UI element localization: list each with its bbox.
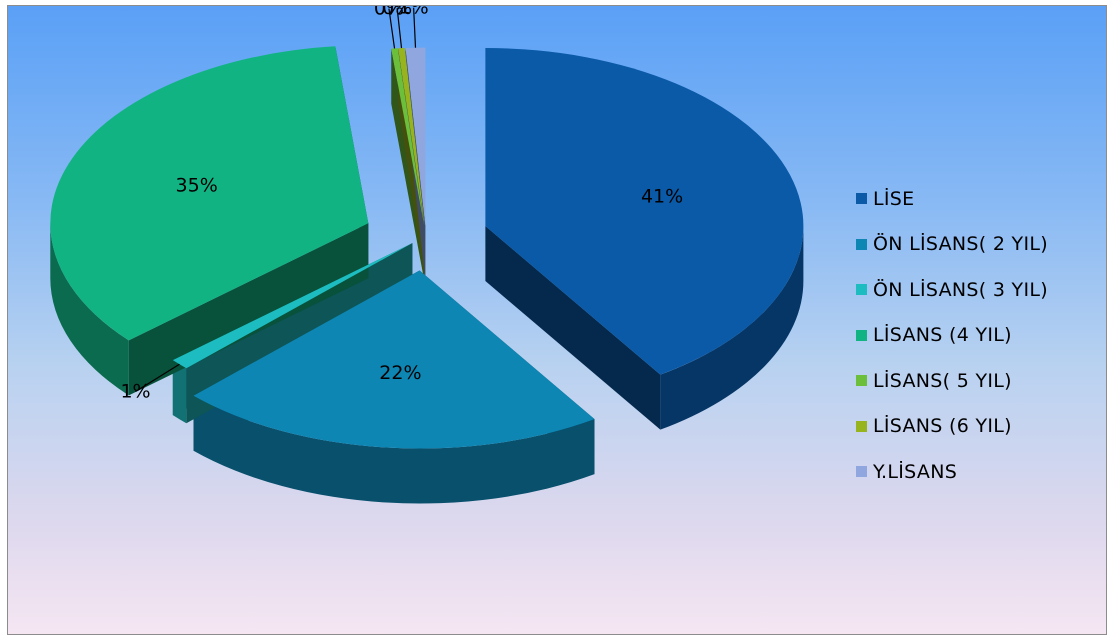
legend-swatch-5	[856, 420, 867, 432]
legend-item-4: LİSANS( 5 YIL)	[856, 358, 1048, 404]
pie-chart: 41%22%1%35%0%0%1%	[50, 6, 804, 504]
legend-label-3: LİSANS (4 YIL)	[873, 324, 1012, 347]
legend-label-0: LİSE	[873, 187, 915, 210]
pie-slice-top-6	[405, 47, 426, 226]
leader-line-4	[388, 8, 396, 49]
legend-label-1: ÖN LİSANS( 2 YIL)	[873, 233, 1048, 256]
pie-slice-top-2	[172, 243, 413, 369]
legend-item-1: ÖN LİSANS( 2 YIL)	[856, 222, 1048, 268]
pie-slice-top-1	[193, 270, 595, 449]
legend-swatch-2	[856, 284, 867, 296]
pie-slice-top-4	[391, 48, 425, 226]
leader-line-2	[135, 363, 180, 393]
legend-label-4: LİSANS( 5 YIL)	[873, 369, 1012, 392]
data-label-3: 35%	[176, 175, 218, 197]
data-label-4: 0%	[374, 6, 404, 20]
data-label-2: 1%	[120, 381, 150, 403]
data-label-1: 22%	[379, 362, 421, 384]
legend-item-6: Y.LİSANS	[856, 449, 1048, 495]
legend-label-6: Y.LİSANS	[873, 460, 958, 483]
legend-label-2: ÖN LİSANS( 3 YIL)	[873, 278, 1048, 301]
chart-area: 41% 22% 1% 35% 0% 0% 1% LİSE ÖN LİSANS( 2 YIL) Ö…	[7, 5, 1107, 635]
legend-label-5: LİSANS (6 YIL)	[873, 415, 1012, 438]
legend-item-0: LİSE	[856, 176, 1048, 222]
pie-slice-top-3	[50, 46, 369, 341]
leader-line-5	[396, 8, 403, 49]
legend-item-3: LİSANS (4 YIL)	[856, 313, 1048, 359]
legend-swatch-6	[856, 466, 867, 478]
pie-slice-top-0	[485, 48, 804, 375]
data-label-5: 0%	[382, 6, 412, 19]
data-label-6: 1%	[399, 6, 429, 19]
legend-swatch-3	[856, 329, 867, 341]
legend-swatch-4	[856, 375, 867, 387]
pie-slice-top-5	[398, 47, 425, 226]
legend: LİSE ÖN LİSANS( 2 YIL) ÖN LİSANS( 3 YIL) Lİ…	[856, 176, 1048, 495]
pie-slice-0	[485, 226, 804, 430]
legend-swatch-1	[856, 238, 867, 250]
legend-item-2: ÖN LİSANS( 3 YIL)	[856, 267, 1048, 313]
legend-item-5: LİSANS (6 YIL)	[856, 404, 1048, 450]
legend-swatch-0	[856, 193, 867, 205]
leader-line-6	[413, 7, 417, 48]
data-label-0: 41%	[641, 185, 683, 207]
